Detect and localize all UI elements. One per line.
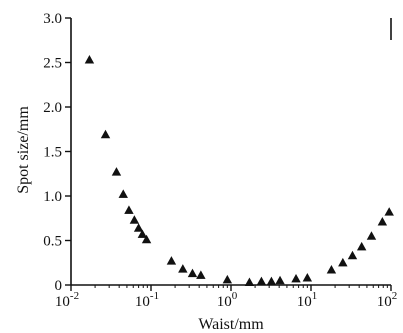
y-tick-label: 0 — [55, 278, 63, 294]
data-point — [118, 189, 128, 198]
data-point — [347, 250, 358, 260]
data-point — [124, 205, 134, 214]
data-point — [244, 277, 255, 286]
data-point — [222, 274, 233, 284]
data-point — [111, 167, 122, 176]
y-tick-label: 2.5 — [43, 56, 62, 72]
y-tick-label: 1.5 — [43, 145, 62, 161]
data-point — [384, 207, 394, 216]
y-axis-title: Spot size/mm — [15, 106, 32, 194]
x-tick-label: 100 — [217, 290, 238, 310]
data-point — [275, 275, 285, 285]
y-tick-label: 0.5 — [43, 234, 62, 250]
data-point — [256, 276, 267, 286]
data-point — [196, 270, 206, 279]
data-point — [356, 241, 367, 251]
data-point — [133, 223, 144, 232]
x-axis-title: Waist/mm — [198, 316, 264, 333]
data-point — [338, 257, 348, 267]
data-point — [100, 129, 111, 139]
x-tick-label: 101 — [297, 290, 318, 310]
x-tick-label: 10-2 — [55, 290, 79, 310]
axes — [70, 18, 392, 286]
data-point — [137, 229, 148, 238]
data-points — [84, 55, 394, 286]
data-point — [178, 264, 188, 273]
data-point — [187, 268, 198, 278]
data-point — [129, 215, 140, 224]
ticks: 0 0.5 1.0 1.5 2.0 2.5 3.0 10-2 10-1 100 101 102 — [43, 11, 397, 310]
data-point — [366, 231, 377, 240]
y-tick-label: 2.0 — [43, 100, 62, 116]
data-point — [377, 216, 388, 226]
x-tick-label: 10-1 — [135, 290, 159, 310]
y-tick-label: 3.0 — [43, 11, 62, 27]
data-point — [291, 273, 301, 283]
y-tick-label: 1.0 — [43, 189, 62, 205]
data-point — [84, 55, 95, 64]
data-point — [166, 256, 177, 265]
data-point — [141, 234, 152, 244]
x-tick-label: 102 — [377, 290, 398, 310]
data-point — [302, 273, 313, 282]
data-point — [266, 276, 277, 286]
data-point — [326, 265, 337, 274]
